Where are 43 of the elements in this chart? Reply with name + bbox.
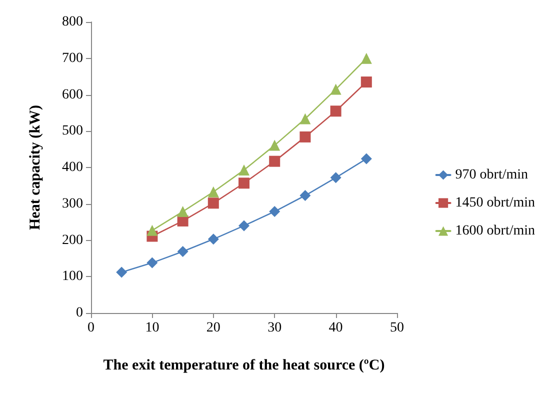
point <box>177 246 188 258</box>
y-tick-label: 800 <box>62 14 83 30</box>
x-tick-label: 50 <box>390 320 404 336</box>
point <box>300 131 311 142</box>
x-axis-title: The exit temperature of the heat source (ºC) <box>103 358 385 374</box>
y-tick-label: 700 <box>62 50 83 66</box>
point <box>300 190 311 202</box>
point <box>146 224 158 236</box>
x-tick-label: 0 <box>88 320 94 336</box>
y-tick-label: 200 <box>62 232 83 248</box>
point <box>208 198 219 209</box>
x-tick-label: 30 <box>268 320 282 336</box>
point <box>269 140 280 151</box>
y-tick-label: 300 <box>62 196 83 212</box>
point <box>238 164 250 176</box>
point <box>146 257 158 268</box>
y-tick-label: 500 <box>62 124 83 139</box>
legend-label: 1600 obrt/min <box>455 224 536 238</box>
point <box>330 84 342 95</box>
point <box>208 186 219 198</box>
x-tick-label: 40 <box>328 320 343 336</box>
point <box>360 52 372 64</box>
point <box>238 220 250 232</box>
point <box>208 234 219 245</box>
y-tick-label: 400 <box>62 160 83 175</box>
point <box>300 113 311 124</box>
point <box>116 266 128 278</box>
point <box>330 172 342 184</box>
point <box>330 106 342 117</box>
y-tick-label: 0 <box>76 306 83 320</box>
y-tick-label: 100 <box>62 269 83 284</box>
x-tick-label: 10 <box>145 320 160 336</box>
y-axis-title: Heat capacity (kW) <box>28 105 44 230</box>
point <box>360 76 372 88</box>
legend-label: 1450 obrt/min <box>455 196 536 210</box>
point <box>269 206 280 218</box>
legend-label: 970 obrt/min <box>455 168 528 182</box>
point <box>269 156 280 167</box>
point <box>177 206 188 218</box>
x-tick-label: 20 <box>206 320 220 336</box>
y-tick-label: 600 <box>62 87 83 102</box>
point <box>360 153 372 164</box>
point <box>238 178 250 189</box>
